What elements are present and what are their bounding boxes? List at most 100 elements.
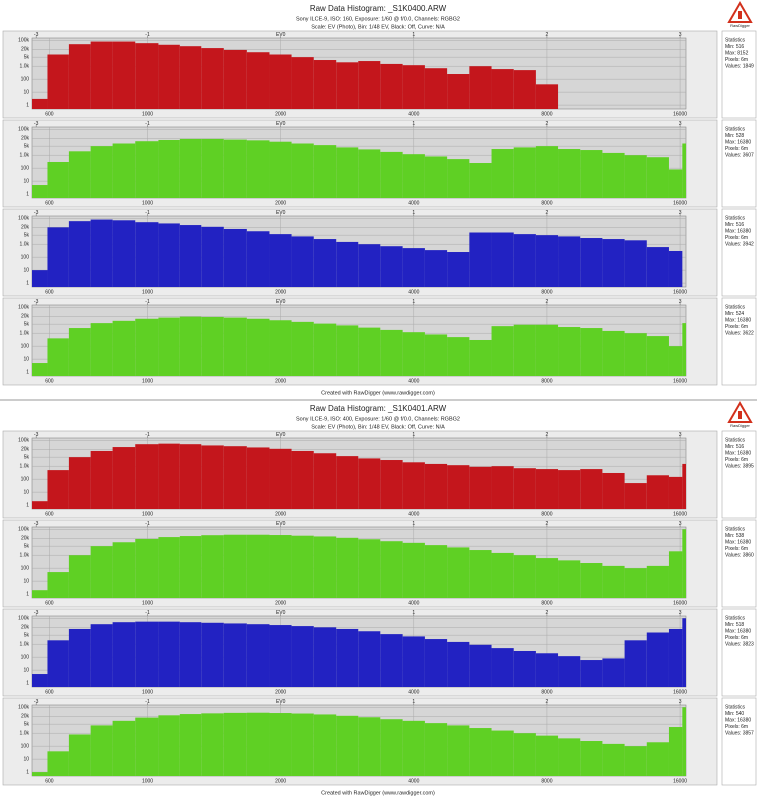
y-tick-label: 1 (26, 502, 29, 508)
histogram-bar (201, 48, 224, 109)
histogram-bar (179, 46, 202, 109)
y-tick-label: 100k (18, 305, 29, 311)
y-tick-label: 100 (21, 743, 30, 749)
histogram-bar (47, 470, 69, 509)
x-tick-label: 2000 (275, 511, 286, 517)
histogram-bar (179, 536, 202, 598)
stats-line: Max: 16380 (725, 450, 751, 456)
histogram-bar (269, 448, 292, 509)
x-tick-label: 2000 (275, 378, 286, 384)
histogram-bar (447, 337, 470, 376)
stats-line: Statistics (725, 437, 746, 443)
histogram-bar (246, 52, 270, 109)
histogram-bar (47, 54, 69, 109)
ev-tick-label: 3 (679, 32, 682, 38)
histogram-bar (535, 653, 559, 687)
y-tick-label: 1 (26, 591, 29, 597)
histogram-bar (135, 318, 159, 376)
stats-box (721, 208, 757, 297)
stats-line: Statistics (725, 304, 746, 310)
histogram-bar (380, 151, 403, 198)
y-tick-label: 5k (24, 632, 30, 638)
histogram-bar (358, 327, 381, 376)
stats-box (721, 430, 757, 519)
stats-line: Pixels: 6m (725, 235, 748, 241)
histogram-bar (447, 725, 470, 776)
histogram-bar (380, 329, 403, 376)
histogram-bar (402, 462, 425, 509)
stats-box (721, 697, 757, 786)
x-tick-label: 8000 (541, 511, 552, 517)
stats-line: Max: 16380 (725, 139, 751, 145)
histogram-bar (246, 447, 270, 509)
bars (32, 41, 559, 109)
histogram-bar (624, 640, 647, 687)
histogram-bar (336, 241, 359, 287)
y-tick-label: 100k (18, 38, 29, 44)
histogram-bar (68, 151, 91, 198)
y-tick-label: 5k (24, 721, 30, 727)
panel-title: Raw Data Histogram: _S1K0401.ARW (310, 404, 447, 413)
histogram-bar (223, 534, 247, 598)
histogram-bar (558, 560, 581, 598)
histogram-bar (90, 323, 113, 376)
x-tick-label: 2000 (275, 111, 286, 117)
histogram-bar (269, 320, 292, 376)
histogram-bar (491, 466, 514, 509)
ev-tick-label: EV0 (276, 210, 286, 216)
ev-tick-label: -3 (34, 432, 39, 438)
ev-tick-label: -1 (145, 210, 150, 216)
y-tick-label: 5k (24, 54, 30, 60)
ev-tick-label: 3 (679, 699, 682, 705)
camera-info: Sony ILCE-9, ISO: 400, Exposure: 1/60 @ … (296, 416, 460, 422)
y-tick-label: 20k (21, 136, 30, 142)
histogram-bar (447, 465, 470, 509)
histogram-bar (447, 74, 470, 109)
y-tick-label: 100k (18, 127, 29, 133)
histogram-bar (68, 221, 91, 287)
histogram-bar (90, 146, 113, 198)
histogram-bar (469, 728, 492, 776)
histogram-bar (32, 270, 48, 287)
stats-line: Min: 516 (725, 444, 744, 450)
histogram-bar (602, 330, 625, 376)
y-tick-label: 10 (23, 667, 29, 673)
y-tick-label: 1.0k (20, 553, 30, 559)
histogram-bar (32, 590, 48, 598)
y-tick-label: 1.0k (20, 64, 30, 70)
histogram-bar (291, 321, 314, 376)
ev-tick-label: 3 (679, 299, 682, 305)
ev-tick-label: 1 (412, 610, 415, 616)
y-tick-label: 1 (26, 369, 29, 375)
credit: Created with RawDigger (www.rawdigger.co… (321, 790, 435, 796)
x-tick-label: 8000 (541, 289, 552, 295)
stats-line: Pixels: 6m (725, 324, 748, 330)
stats-line: Max: 16380 (725, 317, 751, 323)
histogram-bar (469, 466, 492, 509)
y-tick-label: 100 (21, 654, 30, 660)
histogram-bar (47, 227, 69, 287)
histogram-bar (668, 727, 683, 776)
x-tick-label: 600 (45, 689, 54, 695)
y-tick-label: 100 (21, 254, 30, 260)
histogram-bar (90, 725, 113, 776)
ev-tick-label: 2 (546, 32, 549, 38)
histogram-bar (246, 534, 270, 598)
histogram-bar (313, 453, 337, 509)
y-tick-label: 10 (23, 356, 29, 362)
histogram-bar (513, 733, 536, 776)
histogram-bar (223, 317, 247, 376)
histogram-bar (535, 84, 559, 109)
x-tick-label: 4000 (408, 378, 419, 384)
histogram-bar (336, 147, 359, 198)
histogram-bar (179, 138, 202, 198)
ev-tick-label: -1 (145, 521, 150, 527)
histogram-bar (580, 563, 603, 598)
histogram-bar (624, 568, 647, 598)
histogram-bar (682, 707, 686, 776)
y-tick-label: 5k (24, 321, 30, 327)
histogram-bar (469, 644, 492, 687)
histogram-bar (158, 317, 180, 376)
